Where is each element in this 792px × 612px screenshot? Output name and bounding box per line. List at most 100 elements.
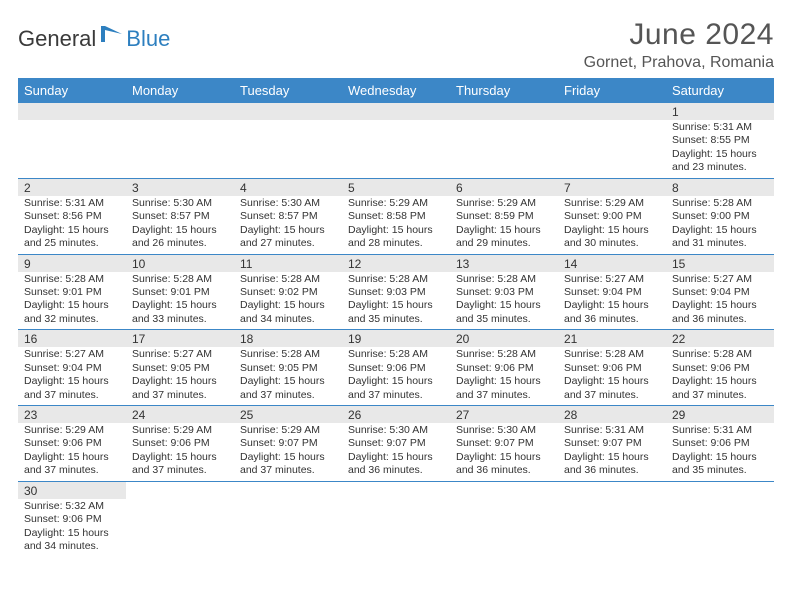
daylight-line: Daylight: 15 hours xyxy=(672,148,768,161)
sunrise-line: Sunrise: 5:28 AM xyxy=(456,348,552,361)
daylight-line: Daylight: 15 hours xyxy=(24,527,120,540)
month-title: June 2024 xyxy=(584,18,774,52)
calendar-week-row: 23Sunrise: 5:29 AMSunset: 9:06 PMDayligh… xyxy=(18,406,774,482)
sunset-line: Sunset: 9:06 PM xyxy=(564,362,660,375)
calendar-day-cell: 8Sunrise: 5:28 AMSunset: 9:00 PMDaylight… xyxy=(666,178,774,254)
day-details: Sunrise: 5:30 AMSunset: 8:57 PMDaylight:… xyxy=(234,196,342,254)
daylight-line: Daylight: 15 hours xyxy=(240,224,336,237)
day-number: 9 xyxy=(18,255,126,272)
day-number: 22 xyxy=(666,330,774,347)
calendar-day-cell xyxy=(450,103,558,178)
day-details: Sunrise: 5:31 AMSunset: 8:55 PMDaylight:… xyxy=(666,120,774,178)
weekday-header: Friday xyxy=(558,78,666,103)
daylight-line: and 31 minutes. xyxy=(672,237,768,250)
sunrise-line: Sunrise: 5:29 AM xyxy=(456,197,552,210)
daylight-line: and 36 minutes. xyxy=(456,464,552,477)
daylight-line: and 32 minutes. xyxy=(24,313,120,326)
day-details: Sunrise: 5:28 AMSunset: 9:03 PMDaylight:… xyxy=(342,272,450,330)
calendar-day-cell: 1Sunrise: 5:31 AMSunset: 8:55 PMDaylight… xyxy=(666,103,774,178)
daylight-line: and 37 minutes. xyxy=(132,464,228,477)
weekday-header: Wednesday xyxy=(342,78,450,103)
sunset-line: Sunset: 8:58 PM xyxy=(348,210,444,223)
weekday-header: Saturday xyxy=(666,78,774,103)
sunset-line: Sunset: 9:04 PM xyxy=(672,286,768,299)
brand-logo: General Blue xyxy=(18,18,170,52)
calendar-day-cell xyxy=(126,103,234,178)
sunrise-line: Sunrise: 5:29 AM xyxy=(240,424,336,437)
calendar-day-cell xyxy=(18,103,126,178)
day-details: Sunrise: 5:28 AMSunset: 9:03 PMDaylight:… xyxy=(450,272,558,330)
sunset-line: Sunset: 9:06 PM xyxy=(24,513,120,526)
calendar-day-cell: 12Sunrise: 5:28 AMSunset: 9:03 PMDayligh… xyxy=(342,254,450,330)
day-details: Sunrise: 5:27 AMSunset: 9:04 PMDaylight:… xyxy=(18,347,126,405)
day-number: 1 xyxy=(666,103,774,120)
sunset-line: Sunset: 9:05 PM xyxy=(240,362,336,375)
calendar-day-cell: 13Sunrise: 5:28 AMSunset: 9:03 PMDayligh… xyxy=(450,254,558,330)
sunrise-line: Sunrise: 5:27 AM xyxy=(24,348,120,361)
calendar-day-cell: 16Sunrise: 5:27 AMSunset: 9:04 PMDayligh… xyxy=(18,330,126,406)
daylight-line: Daylight: 15 hours xyxy=(24,224,120,237)
daylight-line: Daylight: 15 hours xyxy=(672,224,768,237)
daylight-line: and 26 minutes. xyxy=(132,237,228,250)
daylight-line: and 35 minutes. xyxy=(672,464,768,477)
weekday-header: Thursday xyxy=(450,78,558,103)
sunset-line: Sunset: 9:07 PM xyxy=(348,437,444,450)
sunrise-line: Sunrise: 5:31 AM xyxy=(24,197,120,210)
calendar-day-cell: 5Sunrise: 5:29 AMSunset: 8:58 PMDaylight… xyxy=(342,178,450,254)
day-number: 27 xyxy=(450,406,558,423)
daylight-line: Daylight: 15 hours xyxy=(240,299,336,312)
day-number-empty xyxy=(234,103,342,120)
sunset-line: Sunset: 9:06 PM xyxy=(348,362,444,375)
calendar-day-cell: 22Sunrise: 5:28 AMSunset: 9:06 PMDayligh… xyxy=(666,330,774,406)
sunrise-line: Sunrise: 5:28 AM xyxy=(348,348,444,361)
daylight-line: Daylight: 15 hours xyxy=(456,375,552,388)
sunrise-line: Sunrise: 5:28 AM xyxy=(240,348,336,361)
calendar-day-cell: 24Sunrise: 5:29 AMSunset: 9:06 PMDayligh… xyxy=(126,406,234,482)
day-number: 19 xyxy=(342,330,450,347)
calendar-day-cell: 26Sunrise: 5:30 AMSunset: 9:07 PMDayligh… xyxy=(342,406,450,482)
calendar-day-cell: 11Sunrise: 5:28 AMSunset: 9:02 PMDayligh… xyxy=(234,254,342,330)
calendar-day-cell: 18Sunrise: 5:28 AMSunset: 9:05 PMDayligh… xyxy=(234,330,342,406)
sunrise-line: Sunrise: 5:29 AM xyxy=(348,197,444,210)
daylight-line: Daylight: 15 hours xyxy=(564,224,660,237)
daylight-line: Daylight: 15 hours xyxy=(348,451,444,464)
daylight-line: and 37 minutes. xyxy=(456,389,552,402)
daylight-line: Daylight: 15 hours xyxy=(24,375,120,388)
sunset-line: Sunset: 9:07 PM xyxy=(240,437,336,450)
day-number: 26 xyxy=(342,406,450,423)
sunrise-line: Sunrise: 5:27 AM xyxy=(132,348,228,361)
brand-blue: Blue xyxy=(126,26,170,52)
sunrise-line: Sunrise: 5:30 AM xyxy=(348,424,444,437)
sunset-line: Sunset: 9:03 PM xyxy=(348,286,444,299)
day-number: 18 xyxy=(234,330,342,347)
daylight-line: and 37 minutes. xyxy=(24,389,120,402)
daylight-line: Daylight: 15 hours xyxy=(456,451,552,464)
calendar-day-cell xyxy=(558,103,666,178)
calendar-week-row: 9Sunrise: 5:28 AMSunset: 9:01 PMDaylight… xyxy=(18,254,774,330)
day-details: Sunrise: 5:28 AMSunset: 9:01 PMDaylight:… xyxy=(18,272,126,330)
daylight-line: Daylight: 15 hours xyxy=(348,224,444,237)
daylight-line: Daylight: 15 hours xyxy=(348,375,444,388)
calendar-week-row: 1Sunrise: 5:31 AMSunset: 8:55 PMDaylight… xyxy=(18,103,774,178)
sunset-line: Sunset: 9:01 PM xyxy=(24,286,120,299)
calendar-day-cell: 21Sunrise: 5:28 AMSunset: 9:06 PMDayligh… xyxy=(558,330,666,406)
day-number: 12 xyxy=(342,255,450,272)
day-number: 11 xyxy=(234,255,342,272)
sunset-line: Sunset: 9:04 PM xyxy=(24,362,120,375)
daylight-line: and 29 minutes. xyxy=(456,237,552,250)
daylight-line: and 37 minutes. xyxy=(564,389,660,402)
day-details: Sunrise: 5:31 AMSunset: 9:06 PMDaylight:… xyxy=(666,423,774,481)
day-details: Sunrise: 5:28 AMSunset: 9:06 PMDaylight:… xyxy=(666,347,774,405)
calendar-day-cell xyxy=(126,481,234,556)
daylight-line: Daylight: 15 hours xyxy=(240,451,336,464)
calendar-week-row: 2Sunrise: 5:31 AMSunset: 8:56 PMDaylight… xyxy=(18,178,774,254)
calendar-day-cell: 7Sunrise: 5:29 AMSunset: 9:00 PMDaylight… xyxy=(558,178,666,254)
day-number: 23 xyxy=(18,406,126,423)
daylight-line: and 37 minutes. xyxy=(672,389,768,402)
sunset-line: Sunset: 9:06 PM xyxy=(672,362,768,375)
day-number: 3 xyxy=(126,179,234,196)
daylight-line: Daylight: 15 hours xyxy=(564,451,660,464)
day-details: Sunrise: 5:28 AMSunset: 9:00 PMDaylight:… xyxy=(666,196,774,254)
calendar-day-cell xyxy=(342,103,450,178)
day-details: Sunrise: 5:32 AMSunset: 9:06 PMDaylight:… xyxy=(18,499,126,557)
